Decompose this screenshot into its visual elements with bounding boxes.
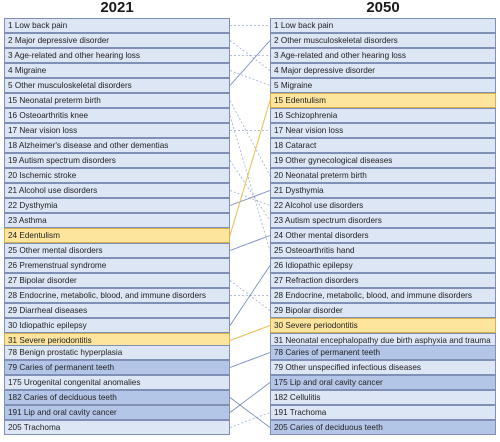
rank-2050-15: 15 Edentulism [270, 93, 496, 108]
rank-2050-18: 18 Cataract [270, 138, 496, 153]
rank-2021-191: 191 Lip and oral cavity cancer [4, 405, 230, 420]
rank-2050-26: 26 Idiopathic epilepsy [270, 258, 496, 273]
rank-2021-5: 5 Other musculoskeletal disorders [4, 78, 230, 93]
column-title-2021: 2021 [100, 0, 134, 16]
rank-2050-205: 205 Caries of deciduous teeth [270, 420, 496, 435]
link-1-31-to-30 [229, 324, 271, 342]
rank-2021-25: 25 Other mental disorders [4, 243, 230, 258]
rank-2021-18: 18 Alzheimer's disease and other dementi… [4, 138, 230, 153]
rank-2021-28: 28 Endocrine, metabolic, blood, and immu… [4, 288, 230, 303]
link-0-4-to-5 [229, 70, 271, 86]
rank-2021-24: 24 Edentulism [4, 228, 230, 243]
rank-2050-25: 25 Osteoarthritis hand [270, 243, 496, 258]
rank-2021-2: 2 Major depressive disorder [4, 33, 230, 48]
rank-2050-79: 79 Other unspecified infectious diseases [270, 360, 496, 375]
rank-2050-22: 22 Alcohol use disorders [270, 198, 496, 213]
rank-2021-79: 79 Caries of permanent teeth [4, 360, 230, 375]
rank-2050-21: 21 Dysthymia [270, 183, 496, 198]
rank-2021-16: 16 Osteoarthritis knee [4, 108, 230, 123]
rank-2021-205: 205 Trachoma [4, 420, 230, 435]
rank-2050-17: 17 Near vision loss [270, 123, 496, 138]
rank-2021-26: 26 Premenstrual syndrome [4, 258, 230, 273]
rank-2021-29: 29 Diarrheal diseases [4, 303, 230, 318]
rank-2050-2: 2 Other musculoskeletal disorders [270, 33, 496, 48]
rank-2021-20: 20 Ischemic stroke [4, 168, 230, 183]
rank-2050-4: 4 Major depressive disorder [270, 63, 496, 78]
rank-2050-5: 5 Migraine [270, 78, 496, 93]
rank-2050-191: 191 Trachoma [270, 405, 496, 420]
link-1-15-to-20 [229, 100, 271, 176]
link-1-30-to-26 [229, 265, 271, 326]
link-1-19-to-23 [229, 160, 271, 221]
rank-2021-30: 30 Idiopathic epilepsy [4, 318, 230, 333]
rank-2050-30: 30 Severe periodontitis [270, 318, 496, 333]
link-2-79-to-78 [229, 352, 271, 368]
rank-2050-19: 19 Other gynecological diseases [270, 153, 496, 168]
link-1-24-to-15 [229, 100, 271, 236]
rank-2050-3: 3 Age-related and other hearing loss [270, 48, 496, 63]
rank-2050-28: 28 Endocrine, metabolic, blood, and immu… [270, 288, 496, 303]
link-0-5-to-2 [229, 40, 271, 86]
rank-2021-27: 27 Bipolar disorder [4, 273, 230, 288]
rank-2021-15: 15 Neonatal preterm birth [4, 93, 230, 108]
column-title-2050: 2050 [366, 0, 400, 16]
rank-2021-182: 182 Caries of deciduous teeth [4, 390, 230, 405]
rank-2050-20: 20 Neonatal preterm birth [270, 168, 496, 183]
rank-2021-175: 175 Urogenital congenital anomalies [4, 375, 230, 390]
rank-2050-24: 24 Other mental disorders [270, 228, 496, 243]
rank-2050-1: 1 Low back pain [270, 18, 496, 33]
link-1-25-to-24 [229, 235, 271, 251]
link-1-16-to-25 [229, 115, 271, 251]
rank-2021-19: 19 Autism spectrum disorders [4, 153, 230, 168]
rank-2021-22: 22 Dysthymia [4, 198, 230, 213]
rank-2050-175: 175 Lip and oral cavity cancer [270, 375, 496, 390]
rank-2050-16: 16 Schizophrenia [270, 108, 496, 123]
rank-2021-78: 78 Benign prostatic hyperplasia [4, 345, 230, 360]
rank-2050-78: 78 Caries of permanent teeth [270, 345, 496, 360]
rank-2021-1: 1 Low back pain [4, 18, 230, 33]
rank-2050-182: 182 Cellulitis [270, 390, 496, 405]
link-1-22-to-21 [229, 190, 271, 206]
rank-2050-29: 29 Bipolar disorder [270, 303, 496, 318]
rank-2021-23: 23 Asthma [4, 213, 230, 228]
link-2-182-to-205 [229, 397, 271, 428]
rank-2021-21: 21 Alcohol use disorders [4, 183, 230, 198]
rank-2021-17: 17 Near vision loss [4, 123, 230, 138]
link-2-205-to-191 [229, 412, 271, 428]
rank-2050-23: 23 Autism spectrum disorders [270, 213, 496, 228]
rank-2021-3: 3 Age-related and other hearing loss [4, 48, 230, 63]
rank-2021-4: 4 Migraine [4, 63, 230, 78]
rank-2050-27: 27 Refraction disorders [270, 273, 496, 288]
link-2-191-to-175 [229, 382, 271, 413]
